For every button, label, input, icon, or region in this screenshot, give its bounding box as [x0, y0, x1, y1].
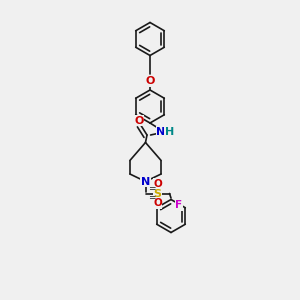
Text: F: F	[175, 200, 182, 210]
Text: =: =	[148, 184, 156, 194]
Text: O: O	[145, 76, 155, 86]
Text: O: O	[134, 116, 144, 126]
Text: =: =	[148, 194, 156, 202]
Text: H: H	[165, 127, 174, 137]
Text: N: N	[141, 176, 150, 187]
Text: S: S	[154, 188, 161, 199]
Text: O: O	[153, 179, 162, 189]
Text: O: O	[153, 198, 162, 208]
Text: N: N	[157, 127, 166, 137]
